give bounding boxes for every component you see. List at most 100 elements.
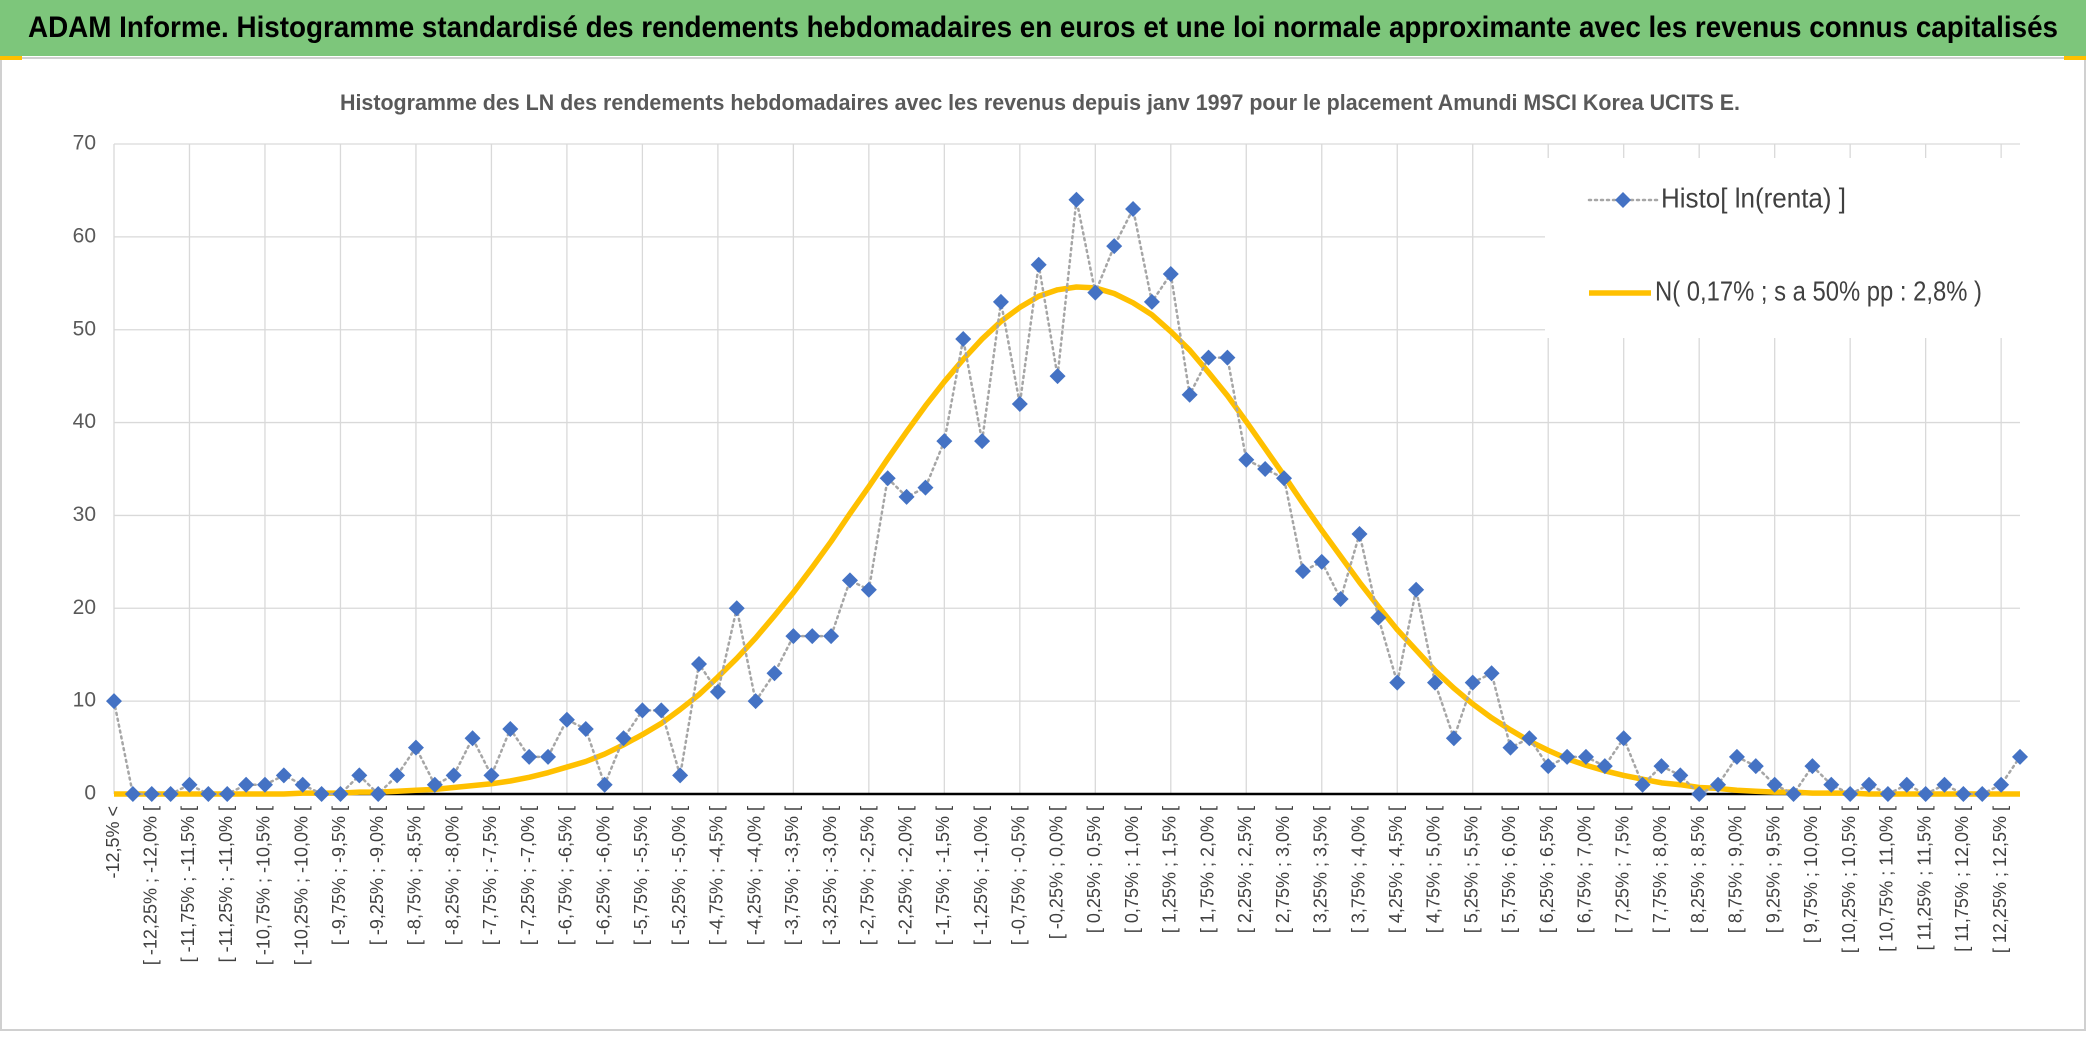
chart-title: ADAM Informe. Histogramme standardisé de…: [28, 11, 2058, 44]
x-tick-label: [ -4,75% ; -4,5% [: [707, 806, 727, 945]
data-point: [313, 786, 330, 802]
data-point: [200, 786, 217, 802]
data-point: [974, 433, 991, 450]
data-point: [275, 767, 292, 784]
data-point: [1993, 776, 2010, 793]
legend-marker: [1615, 192, 1631, 208]
data-point: [672, 767, 689, 784]
x-tick-label: [ 1,25% ; 1,5% [: [1160, 806, 1180, 933]
x-tick-label: [ -8,75% ; -8,5% [: [405, 806, 425, 945]
y-tick-label: 0: [84, 782, 96, 805]
chart-subtitle: Histogramme des LN des rendements hebdom…: [340, 90, 1740, 115]
data-point: [219, 786, 236, 802]
x-tick-label: [ -6,75% ; -6,5% [: [556, 806, 576, 945]
data-point: [1294, 563, 1311, 580]
data-point: [1219, 349, 1236, 366]
data-point: [1728, 748, 1745, 765]
data-point: [1691, 786, 1708, 802]
data-point: [1577, 748, 1594, 765]
data-point: [1087, 284, 1104, 301]
data-point: [1766, 776, 1783, 793]
data-point: [181, 776, 198, 793]
data-point: [691, 656, 708, 672]
data-point: [860, 581, 877, 598]
data-point: [1710, 776, 1727, 793]
data-point: [143, 786, 160, 802]
data-point: [294, 776, 311, 793]
title-banner: [0, 0, 2086, 56]
data-point: [1615, 730, 1632, 747]
data-point: [502, 721, 519, 737]
data-point: [1502, 739, 1519, 756]
x-tick-label: [ -5,75% ; -5,5% [: [631, 806, 651, 945]
data-point: [1785, 786, 1802, 802]
data-point: [1521, 730, 1538, 747]
data-point: [1898, 776, 1915, 793]
x-tick-label: [ -1,25% ; -1,0% [: [971, 806, 991, 945]
data-point: [483, 767, 500, 784]
x-tick-label: [ 5,25% ; 5,5% [: [1461, 806, 1481, 933]
x-tick-label: [ -0,75% ; -0,5% [: [1009, 806, 1029, 945]
x-tick-label: [ -4,25% ; -4,0% [: [744, 806, 764, 945]
chart-border: [0, 57, 2086, 1031]
data-point: [1143, 293, 1160, 310]
x-tick-label: [ -2,25% ; -2,0% [: [895, 806, 915, 945]
x-tick-label: [ 7,25% ; 7,5% [: [1612, 806, 1632, 933]
data-point: [879, 470, 896, 487]
x-tick-label: [ -0,25% ; 0,0% [: [1046, 806, 1066, 939]
data-point: [1030, 256, 1047, 273]
data-point: [785, 628, 802, 645]
data-point: [709, 683, 726, 700]
x-tick-label: [ 8,25% ; 8,5% [: [1688, 806, 1708, 933]
x-tick-label: [ -10,25% ; -10,0% [: [291, 806, 311, 965]
x-tick-label: [ 3,25% ; 3,5% [: [1311, 806, 1331, 933]
data-point: [804, 628, 821, 645]
x-tick-label: [ 6,25% ; 6,5% [: [1537, 806, 1557, 933]
data-point: [1596, 758, 1613, 775]
data-point: [1200, 349, 1217, 366]
data-point: [1861, 776, 1878, 793]
x-tick-label: [ 9,75% ; 10,0% [: [1801, 806, 1821, 943]
data-point: [1106, 238, 1123, 255]
data-point: [1389, 674, 1406, 691]
x-tick-label: [ -12,25% ; -12,0% [: [140, 806, 160, 965]
data-point: [1068, 191, 1085, 208]
data-point: [653, 702, 670, 719]
data-point: [1276, 470, 1293, 487]
x-tick-label: [ -7,75% ; -7,5% [: [480, 806, 500, 945]
data-point: [256, 776, 273, 793]
data-point: [1823, 776, 1840, 793]
data-point: [558, 711, 575, 728]
legend-label: Histo[ ln(renta) ]: [1661, 182, 1846, 213]
x-tick-label: [ 11,75% ; 12,0% [: [1952, 806, 1972, 952]
y-tick-label: 10: [73, 689, 96, 712]
x-tick-label: [ 1,75% ; 2,0% [: [1197, 806, 1217, 933]
y-tick-label: 50: [73, 317, 96, 340]
data-point: [351, 767, 368, 784]
data-point: [1313, 553, 1330, 570]
x-tick-label: [ 2,75% ; 3,0% [: [1273, 806, 1293, 933]
data-point: [1879, 786, 1896, 802]
x-tick-label: [ -1,75% ; -1,5% [: [933, 806, 953, 945]
data-point: [445, 767, 462, 784]
x-tick-label: [ 2,25% ; 2,5% [: [1235, 806, 1255, 933]
data-point: [917, 479, 934, 496]
data-point: [1162, 266, 1179, 282]
data-point: [766, 665, 783, 682]
data-point: [577, 721, 594, 737]
data-point: [1238, 451, 1255, 468]
data-point: [1011, 396, 1028, 412]
x-tick-label: [ 0,75% ; 1,0% [: [1122, 806, 1142, 933]
data-point: [1408, 581, 1425, 598]
y-tick-label: 30: [73, 503, 96, 526]
x-tick-label: -12,5% <: [103, 806, 123, 879]
data-point: [238, 776, 255, 793]
data-point: [464, 730, 481, 747]
data-point: [955, 331, 972, 347]
y-tick-label: 60: [73, 224, 96, 247]
x-tick-label: [ -3,25% ; -3,0% [: [820, 806, 840, 945]
data-point: [1426, 674, 1443, 691]
data-point: [1653, 758, 1670, 775]
data-point: [841, 572, 858, 589]
data-point: [1672, 767, 1689, 784]
